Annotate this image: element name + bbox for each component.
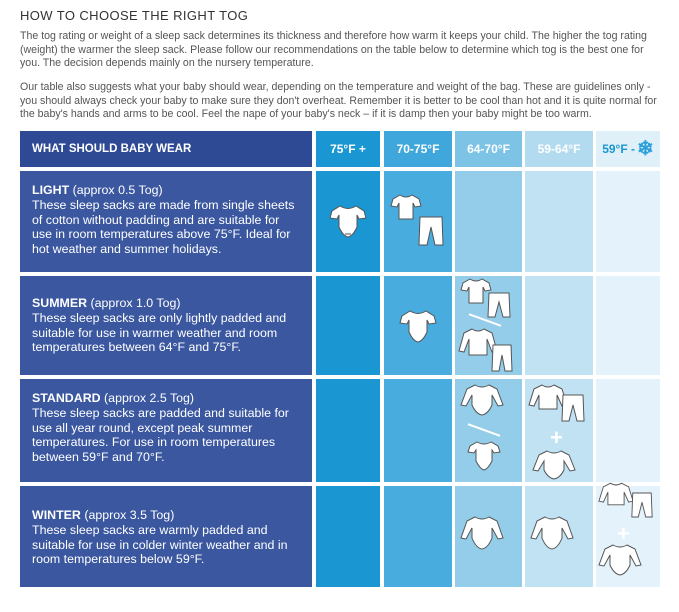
short-sleeve-bodysuit-icon [399,310,437,343]
cell-light-64-70 [455,171,522,272]
column-header-59-minus: 59°F - ❄ [596,131,660,167]
page-title: HOW TO CHOOSE THE RIGHT TOG [20,8,249,23]
column-header-59-minus-label: 59°F - [602,142,636,156]
row-desc-summer: These sleep sacks are only lightly padde… [32,310,287,355]
snowflake-icon: ❄ [637,138,654,160]
column-header-70-75: 70-75°F [384,131,452,167]
cell-standard-75-plus [316,379,380,482]
pants-icon [487,292,511,318]
row-label-winter: WINTER (approx 3.5 Tog) These sleep sack… [20,486,312,587]
pants-icon [418,216,444,246]
long-sleeve-bodysuit-icon [460,384,504,416]
long-sleeve-bodysuit-icon [530,516,574,550]
row-name-standard: STANDARD [32,391,101,405]
row-tog-standard: (approx 2.5 Tog) [100,391,195,405]
pants-icon [561,394,585,422]
plus-icon: + [550,425,563,450]
long-sleeve-bodysuit-icon [598,544,642,576]
row-label-summer: SUMMER (approx 1.0 Tog) These sleep sack… [20,276,312,375]
cell-light-59-minus [596,171,660,272]
row-name-winter: WINTER [32,508,81,522]
cell-summer-59-minus [596,276,660,375]
cell-winter-70-75 [384,486,452,587]
plus-icon: + [617,521,630,546]
row-desc-light: These sleep sacks are made from single s… [32,197,295,257]
long-sleeve-tshirt-icon [458,328,498,356]
long-sleeve-tshirt-icon [528,384,568,410]
short-sleeve-tshirt-icon [390,194,422,220]
pants-icon [491,344,513,372]
column-header-64-70: 64-70°F [455,131,522,167]
row-tog-light: (approx 0.5 Tog) [69,183,163,197]
cell-standard-70-75 [384,379,452,482]
cell-winter-75-plus [316,486,380,587]
row-label-light: LIGHT (approx 0.5 Tog) These sleep sacks… [20,171,312,272]
long-sleeve-bodysuit-icon [460,516,504,550]
row-tog-winter: (approx 3.5 Tog) [80,508,175,522]
pants-icon [631,492,653,518]
short-sleeve-tshirt-icon [460,278,492,304]
corner-header: WHAT SHOULD BABY WEAR [20,131,312,167]
cell-summer-59-64 [525,276,593,375]
row-name-summer: SUMMER [32,296,88,310]
row-desc-winter: These sleep sacks are warmly padded and … [32,522,288,567]
row-desc-standard: These sleep sacks are padded and suitabl… [32,405,289,465]
column-header-75-plus: 75°F + [316,131,380,167]
tog-table: WHAT SHOULD BABY WEAR 75°F + 70-75°F 64-… [20,131,660,587]
long-sleeve-bodysuit-icon [532,450,576,480]
cell-light-59-64 [525,171,593,272]
cell-standard-59-minus [596,379,660,482]
column-header-59-64: 59-64°F [525,131,593,167]
short-sleeve-bodysuit-icon [329,205,367,238]
intro-paragraph-1: The tog rating or weight of a sleep sack… [20,30,647,70]
row-name-light: LIGHT [32,183,70,197]
short-sleeve-bodysuit-icon [467,441,501,471]
long-sleeve-tshirt-icon [598,482,634,506]
row-label-standard: STANDARD (approx 2.5 Tog) These sleep sa… [20,379,312,482]
row-tog-summer: (approx 1.0 Tog) [87,296,181,310]
cell-summer-75-plus [316,276,380,375]
intro-paragraph-2: Our table also suggests what your baby s… [20,81,657,121]
